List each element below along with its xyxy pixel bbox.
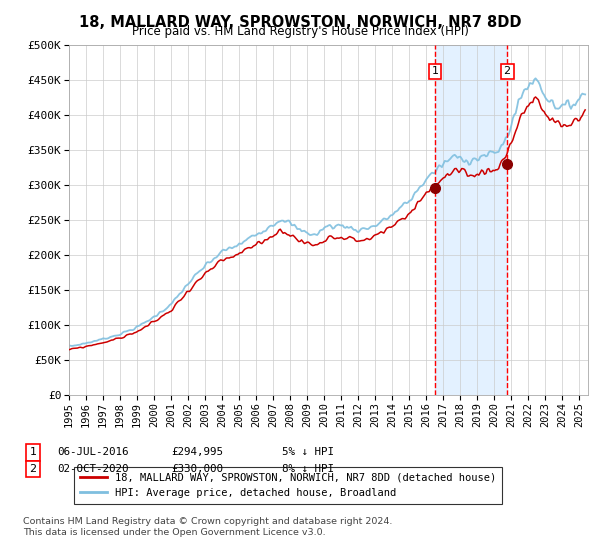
Text: 06-JUL-2016: 06-JUL-2016 [57, 447, 128, 458]
Text: 8% ↓ HPI: 8% ↓ HPI [282, 464, 334, 474]
Text: 18, MALLARD WAY, SPROWSTON, NORWICH, NR7 8DD: 18, MALLARD WAY, SPROWSTON, NORWICH, NR7… [79, 15, 521, 30]
Text: £294,995: £294,995 [171, 447, 223, 458]
Text: 2: 2 [29, 464, 37, 474]
Text: 02-OCT-2020: 02-OCT-2020 [57, 464, 128, 474]
Text: 1: 1 [29, 447, 37, 458]
Bar [435, 45, 507, 395]
Text: £330,000: £330,000 [171, 464, 223, 474]
Text: Price paid vs. HM Land Registry's House Price Index (HPI): Price paid vs. HM Land Registry's House … [131, 25, 469, 38]
Legend: 18, MALLARD WAY, SPROWSTON, NORWICH, NR7 8DD (detached house), HPI: Average pric: 18, MALLARD WAY, SPROWSTON, NORWICH, NR7… [74, 466, 502, 504]
Text: 1: 1 [431, 67, 439, 76]
Text: 5% ↓ HPI: 5% ↓ HPI [282, 447, 334, 458]
Text: 2: 2 [503, 67, 511, 76]
Text: Contains HM Land Registry data © Crown copyright and database right 2024.
This d: Contains HM Land Registry data © Crown c… [23, 517, 392, 537]
